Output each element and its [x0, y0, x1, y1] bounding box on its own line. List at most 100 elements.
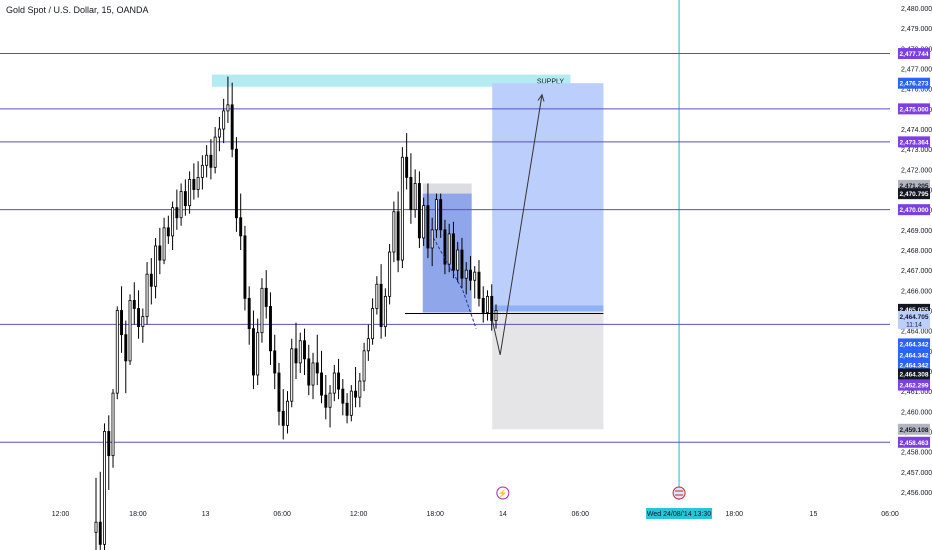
order-block [422, 193, 472, 313]
candle-body [379, 283, 383, 328]
time-axis[interactable]: 12:00 18:00 13 06:00 12:00 18:00 14 06:00 18:00 1… [52, 486, 899, 519]
candle-body [154, 245, 158, 287]
candle-body [349, 390, 353, 416]
price-badge-label: 2,464.308 [900, 371, 929, 378]
candle-body [447, 233, 451, 265]
candle-body [413, 183, 417, 211]
price-tick-label: 2,477.000 [901, 67, 932, 74]
candle-body [358, 380, 362, 398]
price-badge-label: 2,475.000 [900, 106, 929, 113]
candle-body [405, 156, 409, 178]
time-tick-label: 06:00 [273, 511, 291, 518]
candle-body [473, 271, 477, 281]
price-badge-label: 2,464.342 [900, 341, 929, 348]
candle-body [290, 348, 294, 402]
candle-body [247, 297, 251, 330]
price-badge-label: 2,464.705 [900, 314, 929, 321]
price-badge [898, 103, 930, 115]
candle-body [273, 350, 277, 374]
candle-body [103, 431, 106, 545]
price-badge-label: 2,462.299 [900, 383, 929, 390]
price-tick-label: 2,466.000 [901, 288, 932, 295]
candle-body [434, 199, 438, 231]
time-tick-label: 15 [810, 511, 818, 518]
crosshair-date-badge [646, 508, 713, 519]
candle-body [298, 340, 302, 364]
price-badge [898, 436, 930, 448]
chart-title: Gold Spot / U.S. Dollar, 15, OANDA [6, 5, 149, 15]
price-tick-label: 2,456.000 [901, 490, 932, 497]
candle-body [328, 392, 332, 408]
price-tick-label: 2,476.000 [901, 87, 932, 94]
price-tick-label: 2,473.000 [901, 147, 932, 154]
candle-body [392, 211, 396, 253]
candle-body [264, 287, 268, 307]
price-badge [898, 379, 930, 391]
candle-body [115, 310, 119, 394]
candle-body [315, 362, 319, 374]
candle-body [183, 191, 187, 207]
candle-body [494, 310, 498, 321]
time-tick-label: 12:00 [52, 511, 70, 518]
price-tick-label: 2,480.000 [901, 6, 932, 13]
price-badge [898, 188, 930, 200]
price-badge-label: 2,464.342 [900, 352, 929, 359]
time-tick-label: 06:00 [881, 511, 899, 518]
candle-body [188, 179, 192, 207]
candle-body [366, 338, 370, 352]
candle-body [251, 328, 255, 376]
price-badge [898, 303, 930, 315]
candle-body [341, 388, 345, 404]
candle-body [332, 372, 336, 394]
price-badge [898, 204, 930, 216]
candle-body [477, 271, 481, 299]
supply-zone [211, 74, 571, 87]
candle-body [132, 300, 136, 309]
price-badge [898, 368, 930, 380]
candlestick-series [94, 76, 498, 550]
price-badge [898, 359, 930, 371]
time-tick-label: 18:00 [426, 511, 444, 518]
price-badge-label: 2,477.744 [900, 51, 929, 58]
candle-body [383, 295, 387, 328]
lightning-event-icon [496, 486, 510, 500]
candle-body [286, 400, 289, 426]
candle-body [200, 164, 204, 178]
candle-body [294, 348, 298, 364]
price-badge-label: 2,471.205 [900, 183, 929, 190]
price-tick-label: 2,474.000 [901, 127, 932, 134]
candle-body [260, 287, 264, 334]
candle-body [269, 306, 272, 352]
candle-body [417, 183, 421, 239]
candle-body [179, 191, 183, 219]
price-badge-label: 2,464.342 [900, 362, 929, 369]
candle-body [149, 273, 153, 287]
time-tick-label: 12:00 [350, 511, 368, 518]
price-tick-label: 2,457.000 [901, 470, 932, 477]
candle-body [277, 372, 281, 412]
price-badge [898, 179, 930, 191]
candle-body [464, 269, 468, 279]
price-badge [898, 48, 930, 60]
candle-body [303, 340, 306, 360]
crosshair-date-label: Wed 24/08/'14 13:30 [647, 511, 711, 518]
entry-band [492, 305, 604, 312]
candle-body [166, 227, 170, 237]
candle-body [426, 205, 430, 249]
candle-body [422, 205, 426, 239]
candle-body [409, 177, 413, 211]
lightning-event-glyph: ⚡ [498, 488, 508, 498]
candle-body [124, 334, 128, 362]
candle-body [222, 110, 226, 130]
candle-body [362, 350, 366, 382]
stop-zone [492, 311, 604, 430]
candle-body [400, 156, 404, 261]
price-badge [898, 136, 930, 148]
dashed-projection [432, 237, 477, 329]
candle-body [171, 207, 175, 237]
candle-body [443, 229, 447, 265]
candle-body [111, 392, 115, 457]
candle-body [430, 229, 434, 249]
price-tick-label: 2,467.000 [901, 268, 932, 275]
